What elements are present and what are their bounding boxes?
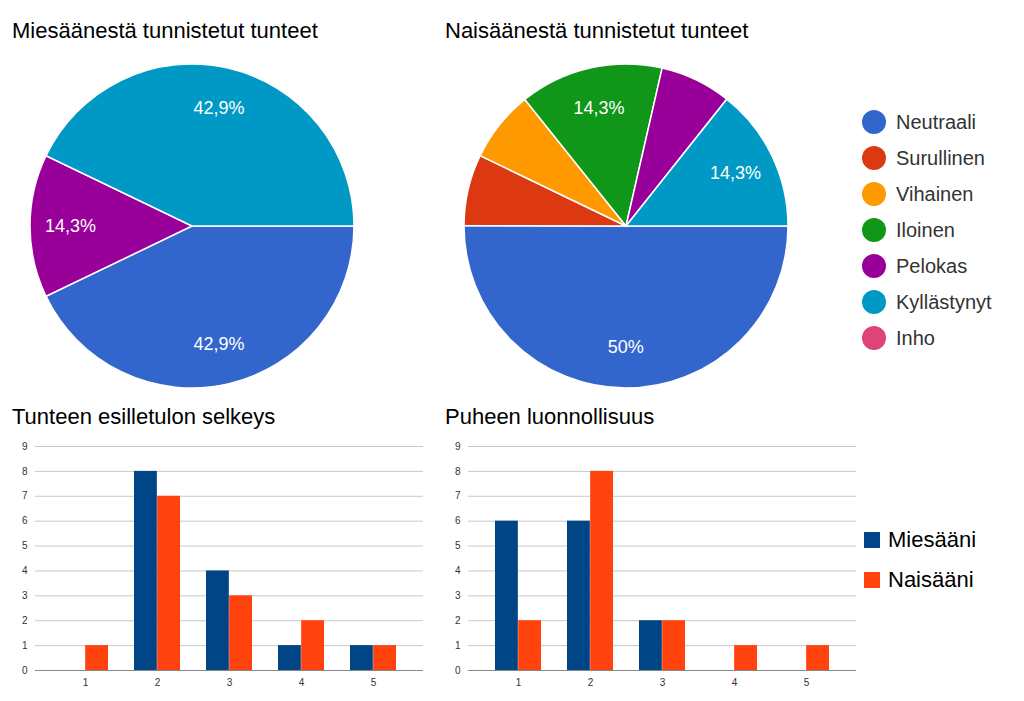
svg-text:2: 2 — [588, 677, 594, 688]
svg-text:7: 7 — [22, 490, 28, 501]
svg-text:1: 1 — [22, 640, 28, 651]
html-text:Surullinen: Surullinen — [896, 146, 985, 169]
svg-text:0: 0 — [455, 665, 461, 676]
svg-text:4: 4 — [732, 677, 738, 688]
svg-text:8: 8 — [455, 466, 461, 477]
svg-text:3: 3 — [22, 590, 28, 601]
svg-text:0: 0 — [22, 665, 28, 676]
svg-text:2: 2 — [455, 615, 461, 626]
html-text:Vihainen: Vihainen — [896, 182, 974, 205]
svg-text:1: 1 — [83, 677, 89, 688]
svg-text:2: 2 — [22, 615, 28, 626]
html-text:Neutraali: Neutraali — [896, 110, 976, 133]
html-text:Pelokas: Pelokas — [896, 254, 968, 277]
svg-text:3: 3 — [227, 677, 233, 688]
svg-text:3: 3 — [455, 590, 461, 601]
svg-text:5: 5 — [371, 677, 377, 688]
html-text:Puheen luonnollisuus: Puheen luonnollisuus — [445, 404, 655, 429]
svg-text:42,9%: 42,9% — [194, 334, 245, 354]
svg-text:5: 5 — [455, 540, 461, 551]
svg-text:6: 6 — [455, 515, 461, 526]
svg-text:14,3%: 14,3% — [45, 216, 96, 236]
html-text:Tunteen esilletulon selkeys: Tunteen esilletulon selkeys — [12, 404, 276, 429]
html-text:Miesääni: Miesääni — [888, 527, 976, 552]
svg-text:5: 5 — [804, 677, 810, 688]
html-text:Naisääni: Naisääni — [888, 567, 974, 592]
svg-text:9: 9 — [455, 441, 461, 452]
svg-text:42,9%: 42,9% — [194, 98, 245, 118]
html-text:Kyllästynyt: Kyllästynyt — [896, 290, 992, 313]
svg-text:1: 1 — [516, 677, 522, 688]
svg-text:4: 4 — [455, 565, 461, 576]
svg-text:6: 6 — [22, 515, 28, 526]
svg-text:4: 4 — [22, 565, 28, 576]
html-text:Iloinen: Iloinen — [896, 218, 955, 241]
svg-text:1: 1 — [455, 640, 461, 651]
svg-text:14,3%: 14,3% — [710, 163, 761, 183]
html-text:Naisäänestä tunnistetut tuntee: Naisäänestä tunnistetut tunteet — [445, 18, 749, 43]
svg-text:50%: 50% — [608, 337, 644, 357]
svg-text:3: 3 — [660, 677, 666, 688]
svg-text:5: 5 — [22, 540, 28, 551]
html-text:Miesäänestä tunnistetut tuntee: Miesäänestä tunnistetut tunteet — [12, 18, 318, 43]
svg-text:2: 2 — [155, 677, 161, 688]
svg-text:14,3%: 14,3% — [573, 98, 624, 118]
svg-text:7: 7 — [455, 490, 461, 501]
svg-text:4: 4 — [299, 677, 305, 688]
svg-text:8: 8 — [22, 466, 28, 477]
svg-text:9: 9 — [22, 441, 28, 452]
html-text:Inho: Inho — [896, 326, 935, 349]
